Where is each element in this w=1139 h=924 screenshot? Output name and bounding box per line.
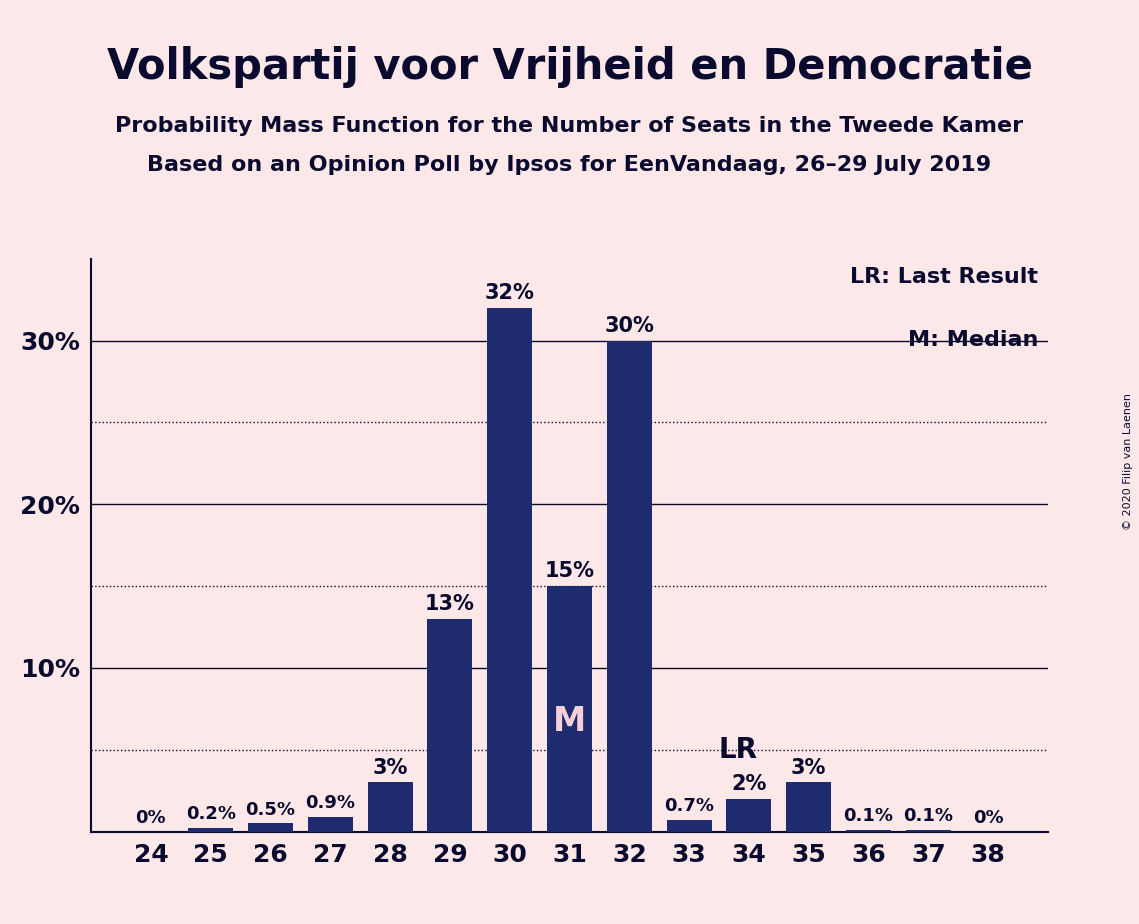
Bar (547, 586, 592, 832)
Bar (487, 308, 532, 832)
Bar (666, 821, 712, 832)
Bar (607, 341, 652, 832)
Text: M: Median: M: Median (908, 331, 1039, 350)
Text: 0.1%: 0.1% (903, 807, 953, 825)
Text: 2%: 2% (731, 774, 767, 794)
Bar (427, 619, 473, 832)
Bar (188, 828, 233, 832)
Bar (846, 830, 891, 832)
Text: 30%: 30% (605, 316, 654, 335)
Bar (368, 783, 412, 832)
Text: 3%: 3% (372, 758, 408, 778)
Text: 0.1%: 0.1% (844, 807, 893, 825)
Bar (248, 823, 293, 832)
Text: 0.2%: 0.2% (186, 806, 236, 823)
Text: Based on an Opinion Poll by Ipsos for EenVandaag, 26–29 July 2019: Based on an Opinion Poll by Ipsos for Ee… (147, 155, 992, 176)
Text: 32%: 32% (485, 283, 534, 303)
Text: 0.9%: 0.9% (305, 794, 355, 812)
Text: LR: Last Result: LR: Last Result (851, 267, 1039, 287)
Text: 3%: 3% (790, 758, 827, 778)
Bar (727, 799, 771, 832)
Text: Volkspartij voor Vrijheid en Democratie: Volkspartij voor Vrijheid en Democratie (107, 46, 1032, 88)
Text: 0%: 0% (973, 808, 1003, 827)
Text: 0%: 0% (136, 808, 166, 827)
Text: Probability Mass Function for the Number of Seats in the Tweede Kamer: Probability Mass Function for the Number… (115, 116, 1024, 136)
Bar (786, 783, 831, 832)
Text: 0.7%: 0.7% (664, 797, 714, 815)
Text: © 2020 Filip van Laenen: © 2020 Filip van Laenen (1123, 394, 1133, 530)
Text: M: M (552, 705, 587, 737)
Bar (308, 817, 353, 832)
Text: 15%: 15% (544, 561, 595, 581)
Text: LR: LR (719, 736, 757, 764)
Text: 0.5%: 0.5% (246, 800, 295, 819)
Text: 13%: 13% (425, 594, 475, 614)
Bar (906, 830, 951, 832)
